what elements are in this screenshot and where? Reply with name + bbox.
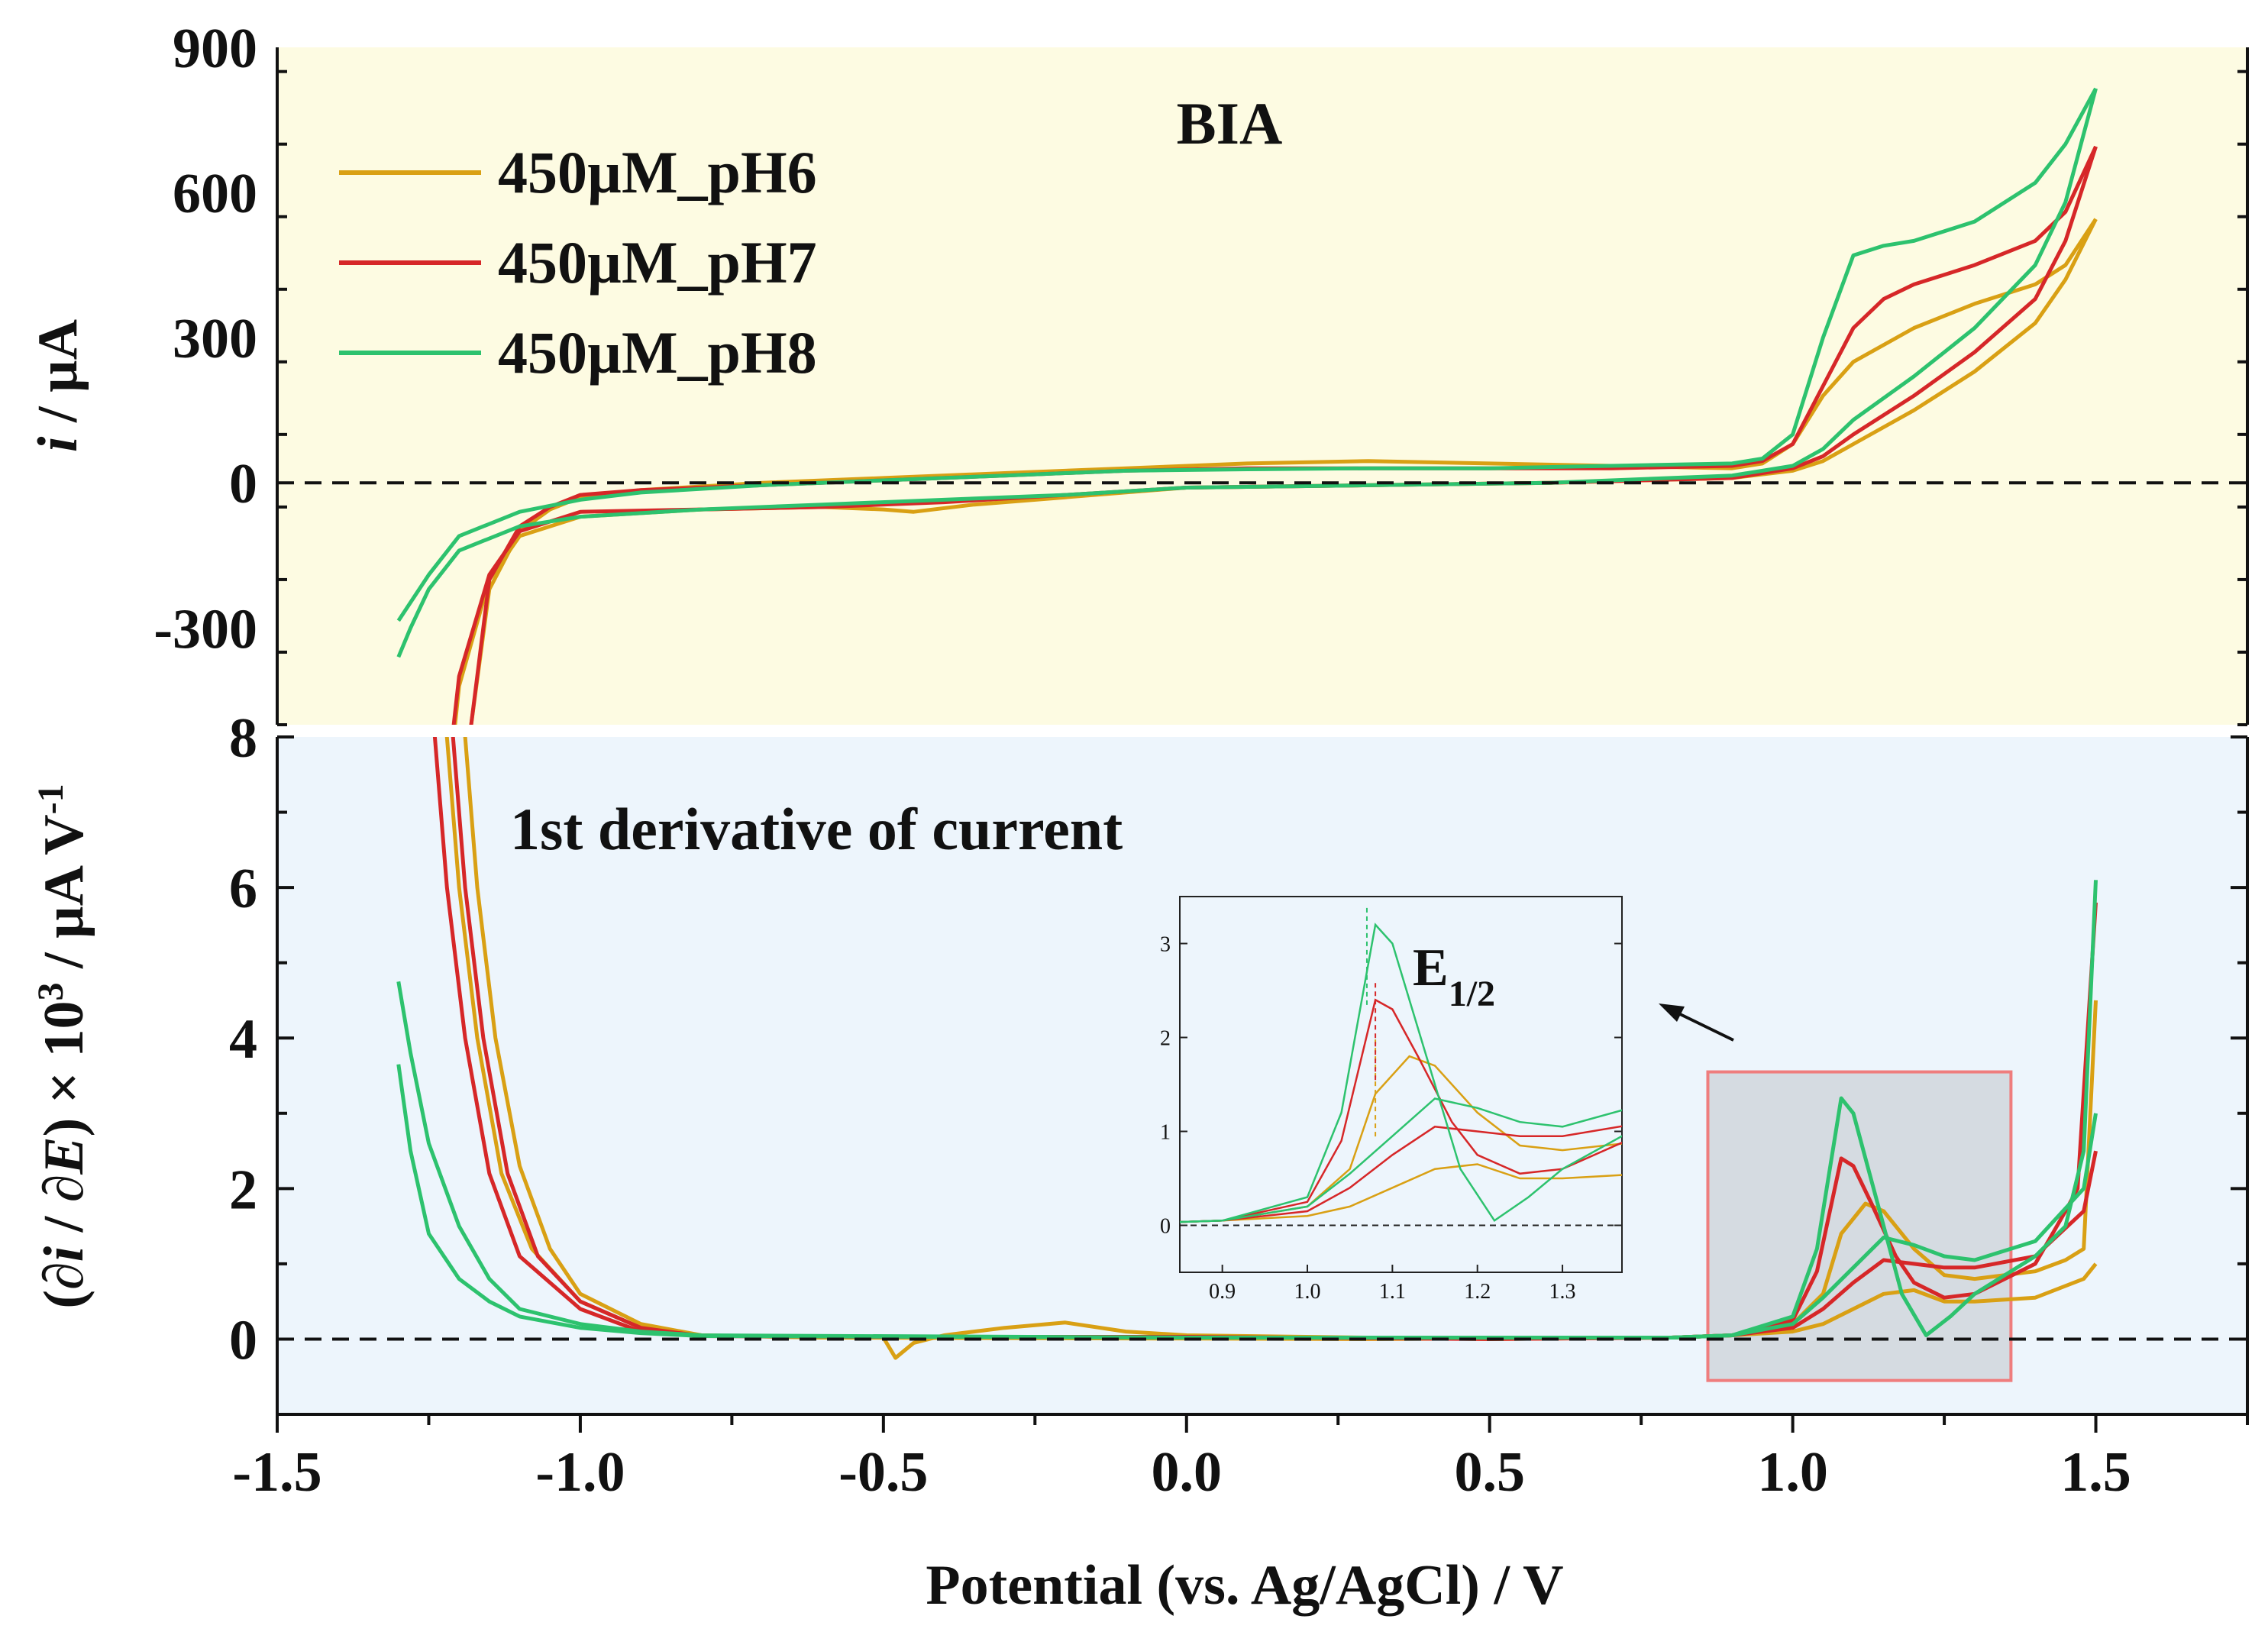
inset-x-tick-label: 1.1 — [1379, 1280, 1406, 1304]
inset-background — [1179, 896, 1623, 1273]
bottom-y-tick-label: 8 — [229, 707, 257, 770]
x-tick-label: 0.5 — [1454, 1441, 1525, 1504]
legend-label: 450µM_pH7 — [498, 229, 817, 296]
inset-y-tick-label: 1 — [1160, 1121, 1171, 1145]
inset-x-tick-label: 1.3 — [1549, 1280, 1576, 1304]
inset-series-6-curve-1 — [1180, 1163, 1622, 1223]
top-series-6-reverse — [469, 218, 2098, 725]
bottom-series-8-curve-0 — [396, 880, 2098, 1340]
x-tick-label: 0.0 — [1152, 1441, 1223, 1504]
inset-x-tick-label: 1.2 — [1464, 1280, 1491, 1304]
inset-series-8-curve-1 — [1180, 1097, 1622, 1223]
x-tick-label: -1.5 — [232, 1441, 321, 1504]
bottom-y-tick-label: 2 — [229, 1159, 257, 1221]
x-axis-title: Potential (vs. Ag/AgCl) / V — [926, 1554, 1563, 1617]
top-panel-annotation: BIA — [1177, 90, 1283, 157]
top-y-tick-label: 600 — [173, 163, 257, 225]
top-series-8-forward — [396, 88, 2098, 658]
top-panel-background — [277, 47, 2247, 725]
top-y-tick-label: 300 — [173, 308, 257, 370]
legend-label: 450µM_pH8 — [498, 319, 817, 386]
inset-x-tick-label: 1.0 — [1294, 1280, 1321, 1304]
bottom-series-8-curve-1 — [396, 1064, 2098, 1340]
bottom-panel-annotation: 1st derivative of current — [510, 796, 1123, 862]
inset-series-7-curve-0 — [1180, 998, 1622, 1223]
inset-y-tick-label: 3 — [1160, 933, 1171, 957]
x-tick-label: -0.5 — [838, 1441, 928, 1504]
x-tick-label: 1.5 — [2060, 1441, 2131, 1504]
x-tick-label: 1.0 — [1757, 1441, 1828, 1504]
bottom-y-axis-title: (∂i / ∂E) × 103 / µA V-1 — [31, 784, 96, 1308]
inset-y-tick-label: 2 — [1160, 1027, 1171, 1051]
inset-series-8-curve-0 — [1180, 923, 1622, 1223]
top-y-tick-label: -300 — [153, 598, 257, 661]
legend-label: 450µM_pH6 — [498, 139, 817, 205]
top-series-8-reverse — [396, 87, 2098, 622]
top-y-tick-label: 0 — [229, 453, 257, 515]
bottom-y-tick-label: 0 — [229, 1309, 257, 1372]
bottom-y-tick-label: 4 — [229, 1008, 257, 1071]
inset-y-tick-label: 0 — [1160, 1215, 1171, 1239]
top-y-tick-label: 900 — [173, 18, 257, 80]
inset-x-tick-label: 0.9 — [1209, 1280, 1236, 1304]
bottom-y-tick-label: 6 — [229, 858, 257, 920]
inset-pointer-arrow — [1659, 1003, 1734, 1042]
inset-plot: 0.9 1.0 1.1 1.2 1.3 0 1 2 3 E1/2 — [1160, 896, 1623, 1304]
top-y-axis-title: i / µA — [27, 319, 89, 452]
inset-e-half-annotation: E1/2 — [1413, 939, 1495, 1014]
x-tick-label: -1.0 — [535, 1441, 625, 1504]
